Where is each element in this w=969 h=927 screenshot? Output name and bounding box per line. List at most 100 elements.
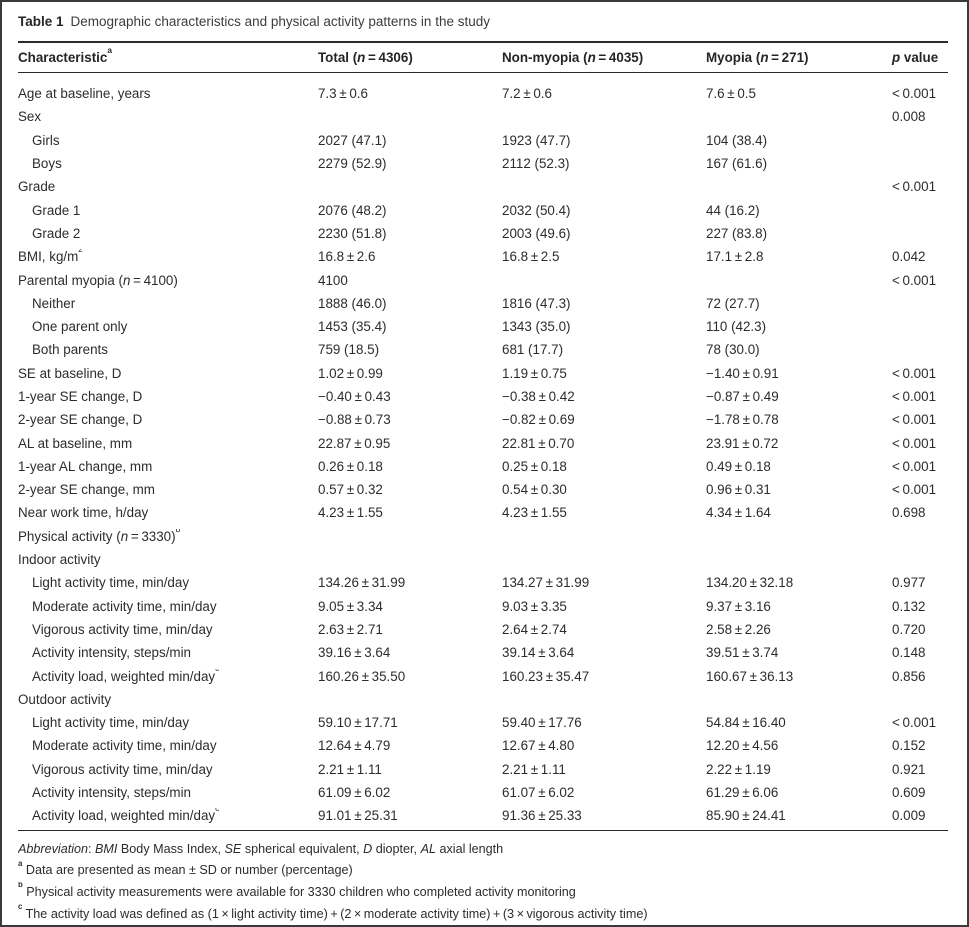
row-label: One parent only [32,319,128,335]
table-body: Age at baseline, years 7.3 ± 0.6 7.2 ± 0.6… [18,73,948,831]
footnote: a Data are presented as mean ± SD or num… [18,860,353,878]
cell-non-myopia: 2.64 ± 2.74 [502,621,567,637]
cell-total: −0.88 ± 0.73 [318,412,391,428]
cell-myopia: 0.96 ± 0.31 [706,482,771,498]
cell-non-myopia: 91.36 ± 25.33 [502,808,582,824]
cell-myopia: 23.91 ± 0.72 [706,435,779,451]
row-label: 2-year SE change, D [18,412,143,428]
table-row: Boys 2279 (52.9) 2112 (52.3) 167 (61.6) [18,152,948,175]
row-label: Both parents [32,342,108,358]
column-header-non_myopia: Non-myopia (n = 4035) [502,50,644,65]
cell-total: 22.87 ± 0.95 [318,435,391,451]
cell-p-value: < 0.001 [892,365,937,381]
row-label: AL at baseline, mm [18,435,133,451]
table-row: Outdoor activity [18,688,948,711]
table-caption-label: Table 1 [18,14,64,29]
cell-myopia: 110 (42.3) [706,319,767,335]
cell-total: 134.26 ± 31.99 [318,575,406,591]
table-row: Girls 2027 (47.1) 1923 (47.7) 104 (38.4) [18,129,948,152]
cell-non-myopia: 39.14 ± 3.64 [502,645,575,661]
row-label: BMI, kg/m2 [18,249,83,265]
cell-myopia: 44 (16.2) [706,202,760,218]
cell-total: 9.05 ± 3.34 [318,598,383,614]
row-label: Grade 2 [32,225,81,241]
cell-non-myopia: 1816 (47.3) [502,295,571,311]
cell-myopia: 39.51 ± 3.74 [706,645,779,661]
cell-total: 91.01 ± 25.31 [318,808,398,824]
cell-non-myopia: 1.19 ± 0.75 [502,365,567,381]
footnote: Abbreviation: BMI Body Mass Index, SE sp… [18,841,504,856]
table-row: AL at baseline, mm 22.87 ± 0.95 22.81 ± 0.… [18,431,948,454]
table-row: BMI, kg/m2 16.8 ± 2.6 16.8 ± 2.5 17.1 ± 2.8… [18,245,948,268]
cell-non-myopia: 7.2 ± 0.6 [502,86,552,102]
cell-p-value: 0.042 [892,249,926,265]
cell-p-value: 0.921 [892,761,926,777]
row-label: 1-year AL change, mm [18,458,153,474]
table-row: Indoor activity [18,548,948,571]
cell-total: 0.57 ± 0.32 [318,482,383,498]
cell-non-myopia: 9.03 ± 3.35 [502,598,567,614]
row-label: Physical activity (n = 3330)b [18,528,180,544]
row-label: Girls [32,132,60,148]
cell-myopia: −1.78 ± 0.78 [706,412,779,428]
cell-myopia: 134.20 ± 32.18 [706,575,794,591]
cell-p-value: 0.132 [892,598,926,614]
cell-total: −0.40 ± 0.43 [318,389,391,404]
column-header-myopia: Myopia (n = 271) [706,50,809,65]
cell-myopia: 104 (38.4) [706,132,768,148]
cell-non-myopia: 2003 (49.6) [502,225,571,241]
cell-non-myopia: 22.81 ± 0.70 [502,435,575,451]
demographics-table: Characteristica Total (n = 4306) Non-myopi… [18,41,948,831]
row-label: Moderate activity time, min/day [32,738,217,754]
table-footnotes: Abbreviation: BMI Body Mass Index, SE sp… [18,831,948,926]
table-row: Activity intensity, steps/min 39.16 ± 3.6… [18,641,948,664]
table-row: Activity intensity, steps/min 61.09 ± 6.0… [18,781,948,804]
cell-myopia: 9.37 ± 3.16 [706,598,771,614]
cell-total: 2230 (51.8) [318,225,387,241]
table-row: Neither 1888 (46.0) 1816 (47.3) 72 (27.7) [18,292,948,315]
row-label: Boys [32,156,62,172]
cell-total: 16.8 ± 2.6 [318,249,376,265]
cell-p-value: < 0.001 [892,435,937,451]
cell-total: 1888 (46.0) [318,295,387,311]
table-row: Age at baseline, years 7.3 ± 0.6 7.2 ± 0.6… [18,82,948,105]
cell-total: 4100 [318,272,348,288]
row-label: Sex [18,109,42,125]
row-label: Moderate activity time, min/day [32,598,217,614]
cell-total: 2279 (52.9) [318,156,387,172]
cell-total: 39.16 ± 3.64 [318,645,391,661]
cell-total: 1.02 ± 0.99 [318,365,383,381]
table-row: 2-year SE change, D −0.88 ± 0.73 −0.82 ± 0… [18,408,948,431]
cell-non-myopia: 61.07 ± 6.02 [502,785,575,801]
cell-p-value: 0.609 [892,785,926,801]
cell-non-myopia: 1343 (35.0) [502,319,571,335]
cell-p-value: < 0.001 [892,482,937,498]
cell-p-value: < 0.001 [892,86,937,102]
cell-myopia: 0.49 ± 0.18 [706,458,771,474]
cell-myopia: −0.87 ± 0.49 [706,389,779,404]
table-row: Moderate activity time, min/day 12.64 ± 4… [18,734,948,757]
row-label: Grade [18,179,56,195]
table-row: Activity load, weighted min/dayc 91.01 ± … [18,804,948,827]
cell-myopia: 72 (27.7) [706,295,760,311]
cell-non-myopia: 2032 (50.4) [502,202,571,218]
row-label: Age at baseline, years [18,86,151,102]
table-caption: Table 1 Demographic characteristics and p… [18,2,948,41]
cell-p-value: < 0.001 [892,179,937,195]
table-header-row: Characteristica Total (n = 4306) Non-myopi… [18,41,948,73]
table-row: Light activity time, min/day 59.10 ± 17.7… [18,711,948,734]
cell-total: 160.26 ± 35.50 [318,668,406,684]
row-label: Light activity time, min/day [32,575,190,591]
table-row: Physical activity (n = 3330)b [18,525,948,548]
cell-total: 759 (18.5) [318,342,380,358]
row-label: Vigorous activity time, min/day [32,621,213,637]
cell-p-value: 0.977 [892,575,926,591]
cell-non-myopia: 4.23 ± 1.55 [502,505,567,521]
cell-non-myopia: −0.38 ± 0.42 [502,389,575,404]
cell-non-myopia: 0.25 ± 0.18 [502,458,567,474]
cell-myopia: 227 (83.8) [706,225,768,241]
cell-non-myopia: −0.82 ± 0.69 [502,412,575,428]
row-label: 1-year SE change, D [18,389,143,404]
row-label: Activity intensity, steps/min [32,645,192,661]
